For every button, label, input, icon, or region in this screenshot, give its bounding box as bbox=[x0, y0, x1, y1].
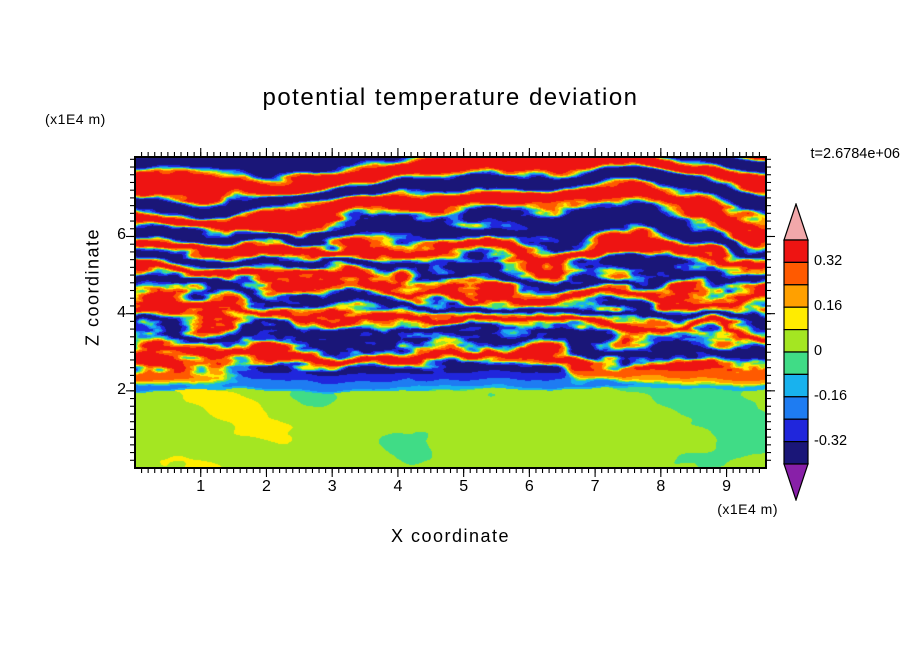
colorbar-tick-label: 0.32 bbox=[814, 253, 843, 270]
y-axis-unit-label: (x1E4 m) bbox=[45, 111, 106, 127]
colorbar-tick-label: -0.16 bbox=[814, 387, 848, 404]
x-axis-title: X coordinate bbox=[390, 526, 511, 546]
colorbar-tick-label: -0.32 bbox=[814, 432, 848, 449]
x-tick-label: 1 bbox=[196, 478, 206, 495]
heatmap-canvas bbox=[135, 157, 766, 468]
colorbar-tick-label: 0.16 bbox=[814, 298, 843, 315]
time-annotation: t=2.6784e+06 bbox=[810, 146, 900, 162]
x-tick-label: 6 bbox=[524, 478, 534, 495]
x-tick-label: 7 bbox=[590, 478, 600, 495]
y-tick-label: 2 bbox=[117, 380, 126, 398]
x-tick-label: 5 bbox=[459, 478, 469, 495]
x-tick-label: 3 bbox=[327, 478, 337, 495]
colorbar-tick-label: 0 bbox=[814, 343, 823, 359]
y-tick-label: 4 bbox=[117, 303, 126, 321]
y-axis-title: Z coordinate bbox=[82, 227, 103, 347]
x-tick-label: 8 bbox=[656, 478, 666, 495]
y-tick-label: 6 bbox=[117, 226, 126, 244]
plot-title: potential temperature deviation bbox=[262, 84, 639, 111]
x-axis-unit-label: (x1E4 m) bbox=[717, 501, 778, 517]
colorbar bbox=[783, 203, 809, 501]
x-tick-label: 4 bbox=[393, 478, 403, 495]
x-tick-label: 2 bbox=[262, 478, 271, 495]
x-tick-label: 9 bbox=[722, 478, 732, 495]
